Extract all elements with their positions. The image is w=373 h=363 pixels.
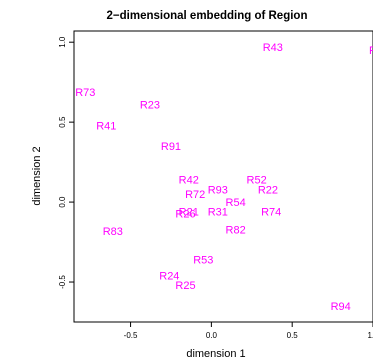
point-label: R72 xyxy=(185,189,205,201)
point-label: R91 xyxy=(161,141,181,153)
point-label: R21 xyxy=(179,207,199,219)
point-label: R23 xyxy=(140,100,160,112)
point-label: R43 xyxy=(263,42,283,54)
x-tick-label: -0.5 xyxy=(124,331,138,340)
x-tick-label: 0.5 xyxy=(287,331,299,340)
point-labels: R43 R R73 R23 R41 R91 R42 R52 R93 R22 R72 R54 R21R26… xyxy=(75,42,373,313)
point-label: R54 xyxy=(226,197,246,209)
y-tick-label: 0.5 xyxy=(58,116,67,128)
point-label: R31 xyxy=(208,207,228,219)
point-label: R26 xyxy=(175,208,195,220)
y-tick-label: 0.0 xyxy=(58,196,67,208)
point-label: R73 xyxy=(75,87,95,99)
x-tick-label: 0.0 xyxy=(206,331,218,340)
y-tick-label: 1.0 xyxy=(58,36,67,48)
point-label: R94 xyxy=(331,301,351,313)
point-label: R22 xyxy=(258,184,278,196)
point-label: R52 xyxy=(247,175,267,187)
point-label: R25 xyxy=(175,280,195,292)
chart-title: 2−dimensional embedding of Region xyxy=(107,10,308,22)
point-label: R93 xyxy=(208,184,228,196)
x-tick-label: 1.0 xyxy=(367,331,373,340)
y-axis: -0.5 0.0 0.5 1.0 xyxy=(58,36,74,289)
x-axis-label: dimension 1 xyxy=(186,348,245,360)
x-axis: -0.5 0.0 0.5 1.0 xyxy=(124,322,373,340)
point-label: R83 xyxy=(103,226,123,238)
point-label: R42 xyxy=(179,175,199,187)
point-label: R24 xyxy=(159,271,179,283)
y-tick-label: -0.5 xyxy=(58,275,67,289)
y-axis-label: dimension 2 xyxy=(31,146,43,205)
point-label: R xyxy=(369,45,373,57)
point-label: R41 xyxy=(96,120,116,132)
point-label: R53 xyxy=(193,255,213,267)
point-label: R82 xyxy=(226,224,246,236)
point-label: R74 xyxy=(261,207,281,219)
plot-frame xyxy=(73,30,373,323)
